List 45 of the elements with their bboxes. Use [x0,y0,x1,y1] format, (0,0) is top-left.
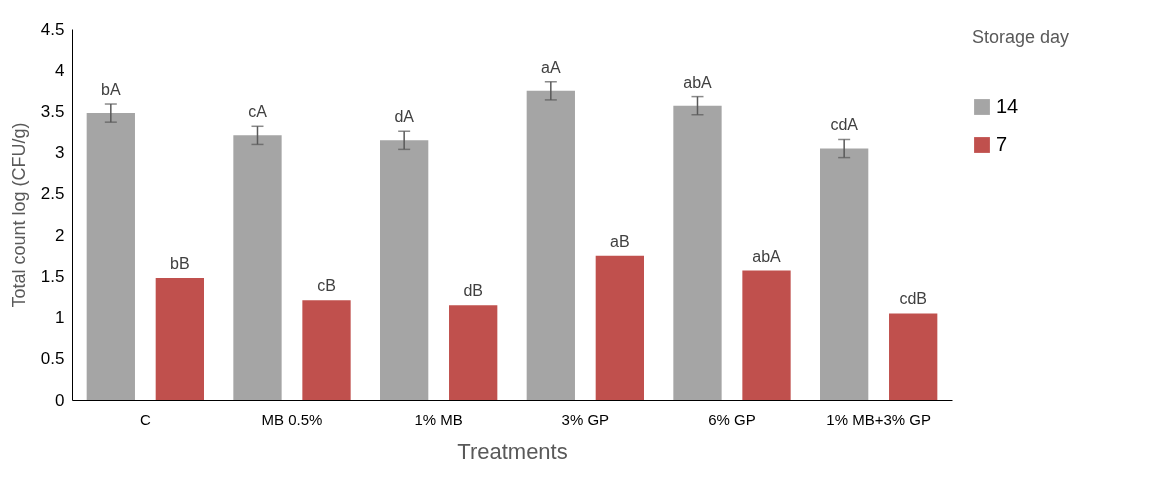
bar [449,305,498,400]
x-tick-label: MB 0.5% [261,410,323,428]
data-label: cdB [899,290,927,308]
bar [673,105,722,400]
bar [380,140,429,400]
x-tick-label: 1% MB [414,410,463,428]
data-label: aB [610,232,630,250]
data-label: dA [394,108,415,126]
x-tick-label: 1% MB+3% GP [826,410,931,428]
y-tick-label: 1.5 [40,266,65,286]
bar [595,255,644,400]
bar [302,300,351,400]
y-axis-title: Total count log (CFU/g) [8,122,29,308]
y-tick-label: 4.5 [40,19,65,39]
bar [233,135,282,400]
data-label: aA [541,58,561,76]
data-label: cA [248,103,268,121]
data-label: bB [170,254,190,272]
bar [155,277,204,400]
x-tick-label: C [139,410,151,428]
y-tick-label: 2.5 [40,184,65,204]
x-axis-title: Treatments [457,438,568,464]
bar [889,313,938,400]
y-tick-label: 4 [55,60,65,80]
bar [526,90,575,400]
x-tick-label: 6% GP [708,410,756,428]
bar [86,113,135,400]
data-label: dB [463,282,483,300]
y-tick-label: 2 [55,225,65,245]
y-tick-label: 0 [55,390,65,410]
data-label: cdA [830,116,859,134]
data-label: abA [752,247,782,265]
x-tick-label: 3% GP [561,410,610,428]
data-label: cB [317,277,336,295]
y-tick-label: 3 [55,143,65,163]
data-label: abA [683,73,713,91]
legend-label: 7 [996,133,1008,155]
legend-title: Storage day [972,27,1070,47]
y-tick-label: 1 [55,308,65,328]
data-label: bA [101,81,121,99]
bar [820,148,869,400]
legend-label: 14 [996,95,1019,117]
y-tick-label: 3.5 [40,101,65,121]
y-tick-label: 0.5 [40,349,65,369]
bar [742,270,791,400]
